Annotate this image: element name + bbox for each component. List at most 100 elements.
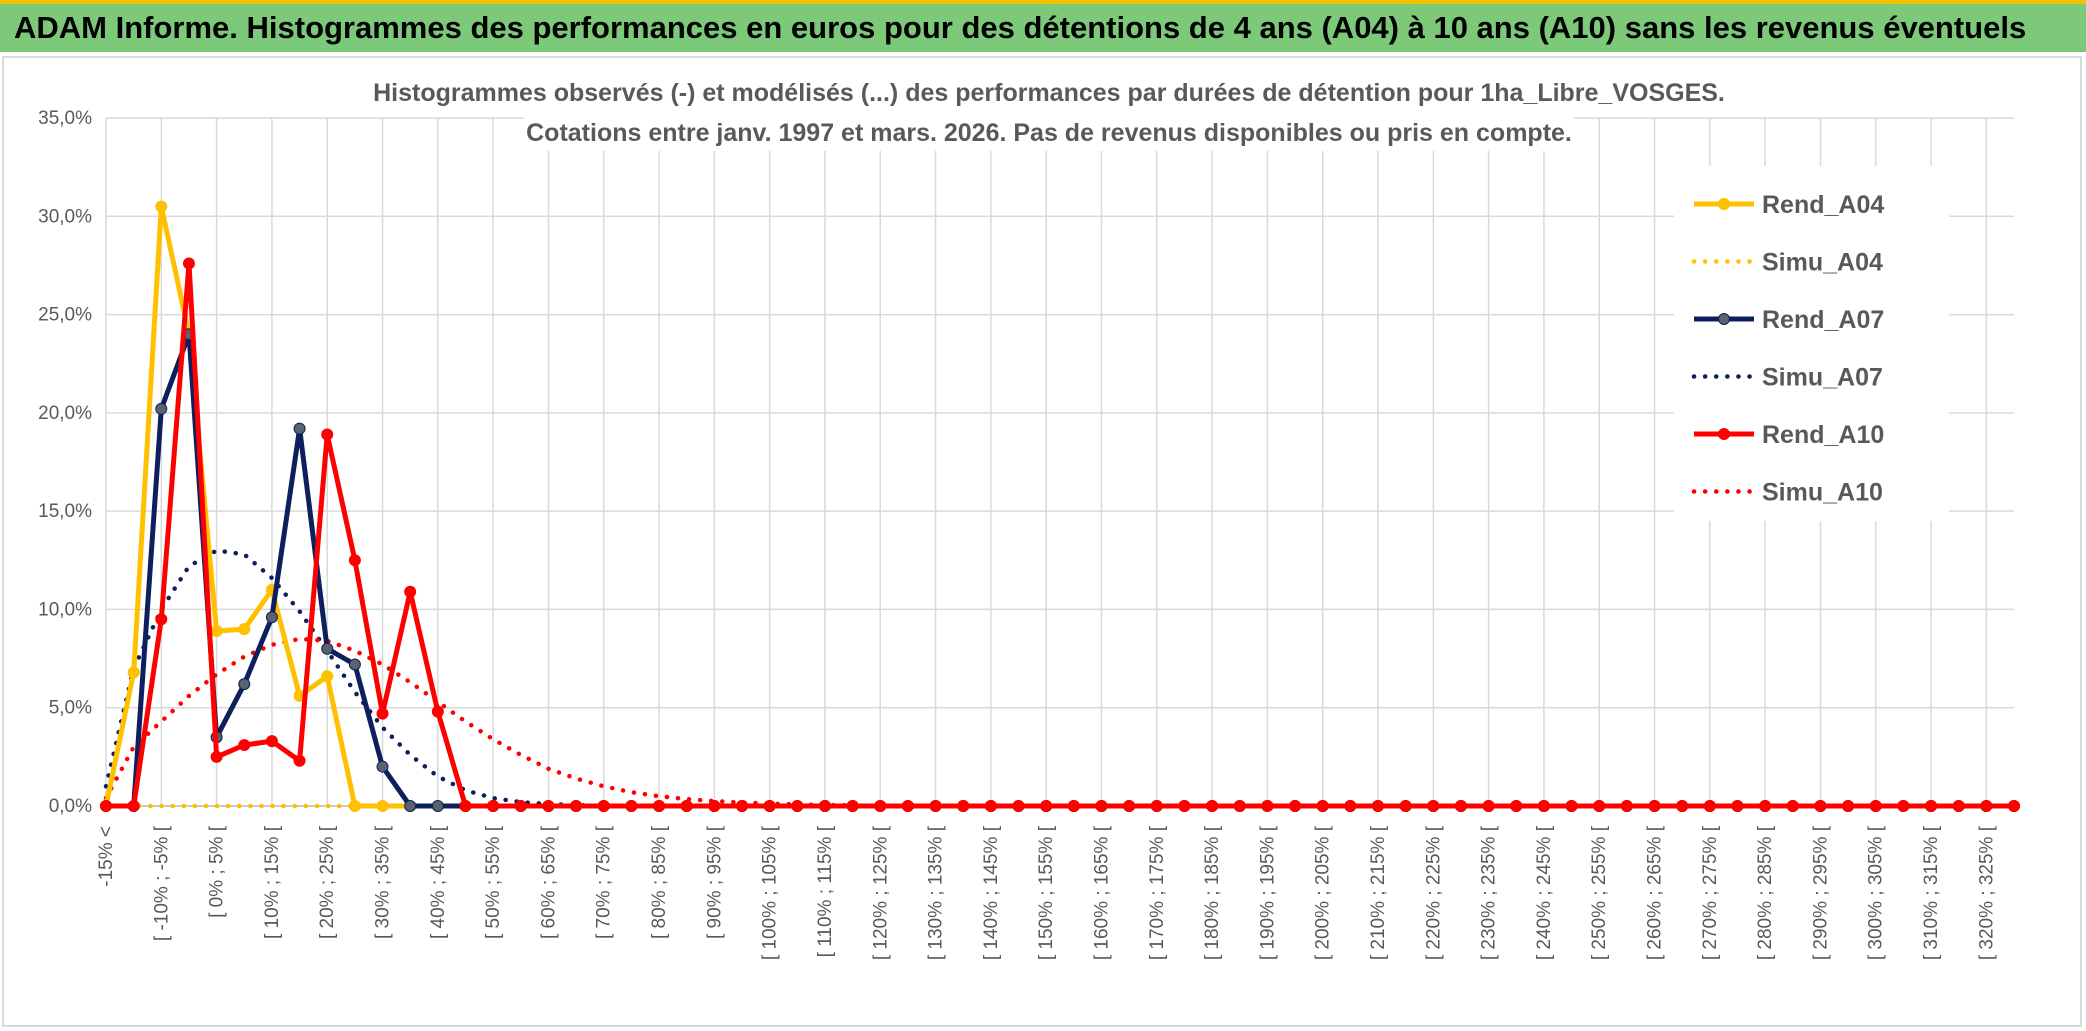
data-point-rend-a07 [321, 642, 334, 655]
x-tick-label: [ 240% ; 245% [ [1534, 825, 1555, 960]
data-point-rend-a10 [901, 800, 914, 812]
data-point-rend-a10 [1261, 800, 1274, 812]
data-point-rend-a10 [155, 613, 168, 626]
x-tick-label: [ 30% ; 35% [ [373, 825, 394, 939]
page-title: ADAM Informe. Histogrammes des performan… [14, 10, 2027, 45]
data-point-rend-a04 [127, 666, 140, 679]
x-tick-label: [ 40% ; 45% [ [428, 825, 449, 939]
data-point-rend-a10 [680, 800, 693, 812]
data-point-rend-a10 [1427, 800, 1440, 812]
x-tick-label: [ 100% ; 105% [ [760, 825, 781, 960]
data-point-rend-a07 [404, 800, 417, 812]
data-point-rend-a04 [155, 200, 168, 213]
data-point-rend-a10 [1399, 800, 1412, 812]
x-tick-label: [ 270% ; 275% [ [1700, 825, 1721, 960]
data-point-rend-a10 [1482, 800, 1495, 812]
data-point-rend-a07 [348, 658, 361, 671]
data-point-rend-a10 [1703, 800, 1716, 812]
data-point-rend-a10 [542, 800, 555, 812]
data-point-rend-a10 [1537, 800, 1550, 812]
data-point-rend-a10 [763, 800, 776, 812]
data-point-rend-a10 [791, 800, 804, 812]
chart-canvas: 0,0% 5,0% 10,0% 15,0% 20,0% 25,0% 30,0% 35,0% -1… [38, 75, 2020, 960]
data-point-rend-a04 [238, 623, 251, 636]
x-tick-label: [ 20% ; 25% [ [317, 825, 338, 939]
data-point-rend-a10 [929, 800, 942, 812]
data-point-rend-a10 [818, 800, 831, 812]
x-tick-label: [ 190% ; 195% [ [1257, 825, 1278, 960]
y-tick-label: 30,0% [38, 206, 92, 227]
data-point-rend-a10 [1012, 800, 1025, 812]
chart-title-line: Histogrammes observés (-) et modélisés (… [373, 79, 1725, 107]
legend-label-simu-a10: Simu_A10 [1762, 479, 1883, 507]
x-tick-label: [ 250% ; 255% [ [1589, 825, 1610, 960]
data-point-rend-a10 [874, 800, 887, 812]
x-tick-label: [ 220% ; 225% [ [1423, 825, 1444, 960]
data-point-rend-a10 [984, 800, 997, 812]
data-point-rend-a07 [431, 800, 444, 812]
x-tick-label: [ 120% ; 125% [ [870, 825, 891, 960]
legend-label-rend-a10: Rend_A10 [1762, 421, 1884, 449]
x-tick-label: [ 130% ; 135% [ [926, 825, 947, 960]
series-line-rend-a10 [106, 261, 2014, 809]
x-tick-label: [ 300% ; 305% [ [1866, 825, 1887, 960]
y-tick-label: 25,0% [38, 305, 92, 326]
x-tick-label: [ 230% ; 235% [ [1479, 825, 1500, 960]
data-point-rend-a10 [1565, 800, 1578, 812]
x-tick-label: [ 110% ; 115% [ [815, 825, 836, 957]
data-point-rend-a10 [1095, 800, 1108, 812]
x-tick-label: [ 310% ; 315% [ [1921, 825, 1942, 960]
data-point-rend-a10 [100, 800, 112, 812]
x-tick-label: [ 260% ; 265% [ [1645, 825, 1666, 960]
data-point-rend-a07 [376, 760, 389, 773]
data-point-rend-a10 [1731, 800, 1744, 812]
data-point-rend-a10 [1814, 800, 1827, 812]
x-tick-label: -15% < [96, 826, 117, 887]
data-point-rend-a10 [459, 800, 472, 812]
chart-title-line: Cotations entre janv. 1997 et mars. 2026… [526, 119, 1572, 147]
data-point-rend-a10 [1067, 800, 1080, 812]
data-point-rend-a10 [570, 800, 583, 812]
data-point-rend-a10 [293, 754, 306, 767]
data-point-rend-a07 [155, 402, 168, 415]
data-point-rend-a10 [1206, 800, 1219, 812]
data-point-rend-a10 [1842, 800, 1855, 812]
data-point-rend-a10 [957, 800, 970, 812]
data-point-rend-a10 [182, 257, 195, 270]
data-point-rend-a10 [321, 428, 334, 441]
data-point-rend-a10 [1952, 800, 1965, 812]
legend-label-simu-a07: Simu_A07 [1762, 364, 1883, 392]
data-point-rend-a10 [376, 707, 389, 720]
data-point-rend-a04 [321, 670, 334, 683]
data-point-rend-a10 [1510, 800, 1523, 812]
data-point-rend-a10 [1178, 800, 1191, 812]
y-tick-label: 0,0% [49, 796, 92, 817]
legend-marker [1718, 428, 1730, 440]
data-point-rend-a10 [1123, 800, 1136, 812]
x-tick-label: [ 170% ; 175% [ [1147, 825, 1168, 960]
x-tick-label: [ 160% ; 165% [ [1091, 825, 1112, 960]
data-point-rend-a10 [1925, 800, 1938, 812]
y-tick-label: 15,0% [38, 501, 92, 522]
data-point-rend-a10 [404, 585, 417, 598]
x-tick-label: [ 10% ; 15% [ [262, 825, 283, 939]
data-point-rend-a10 [1593, 800, 1606, 812]
legend-label-rend-a07: Rend_A07 [1762, 306, 1884, 334]
legend-label-rend-a04: Rend_A04 [1762, 191, 1884, 219]
x-tick-label: [ 140% ; 145% [ [981, 825, 1002, 960]
x-tick-label: [ 50% ; 55% [ [483, 825, 504, 939]
chart-frame: 0,0% 5,0% 10,0% 15,0% 20,0% 25,0% 30,0% 35,0% -1… [2, 56, 2082, 1027]
x-tick-label: [ 200% ; 205% [ [1313, 825, 1334, 960]
data-point-rend-a10 [597, 800, 610, 812]
data-point-rend-a10 [1786, 800, 1799, 812]
data-point-rend-a10 [1372, 800, 1384, 812]
data-point-rend-a10 [1759, 800, 1772, 812]
y-tick-label: 5,0% [49, 698, 92, 719]
data-point-rend-a04 [376, 800, 389, 812]
data-point-rend-a10 [1676, 800, 1689, 812]
x-tick-label: [ -10% ; -5% [ [151, 825, 172, 941]
x-tick-label: [ 70% ; 75% [ [594, 825, 615, 939]
data-point-rend-a10 [1869, 800, 1882, 812]
x-tick-label: [ 90% ; 95% [ [704, 825, 725, 939]
data-point-rend-a10 [1316, 800, 1329, 812]
